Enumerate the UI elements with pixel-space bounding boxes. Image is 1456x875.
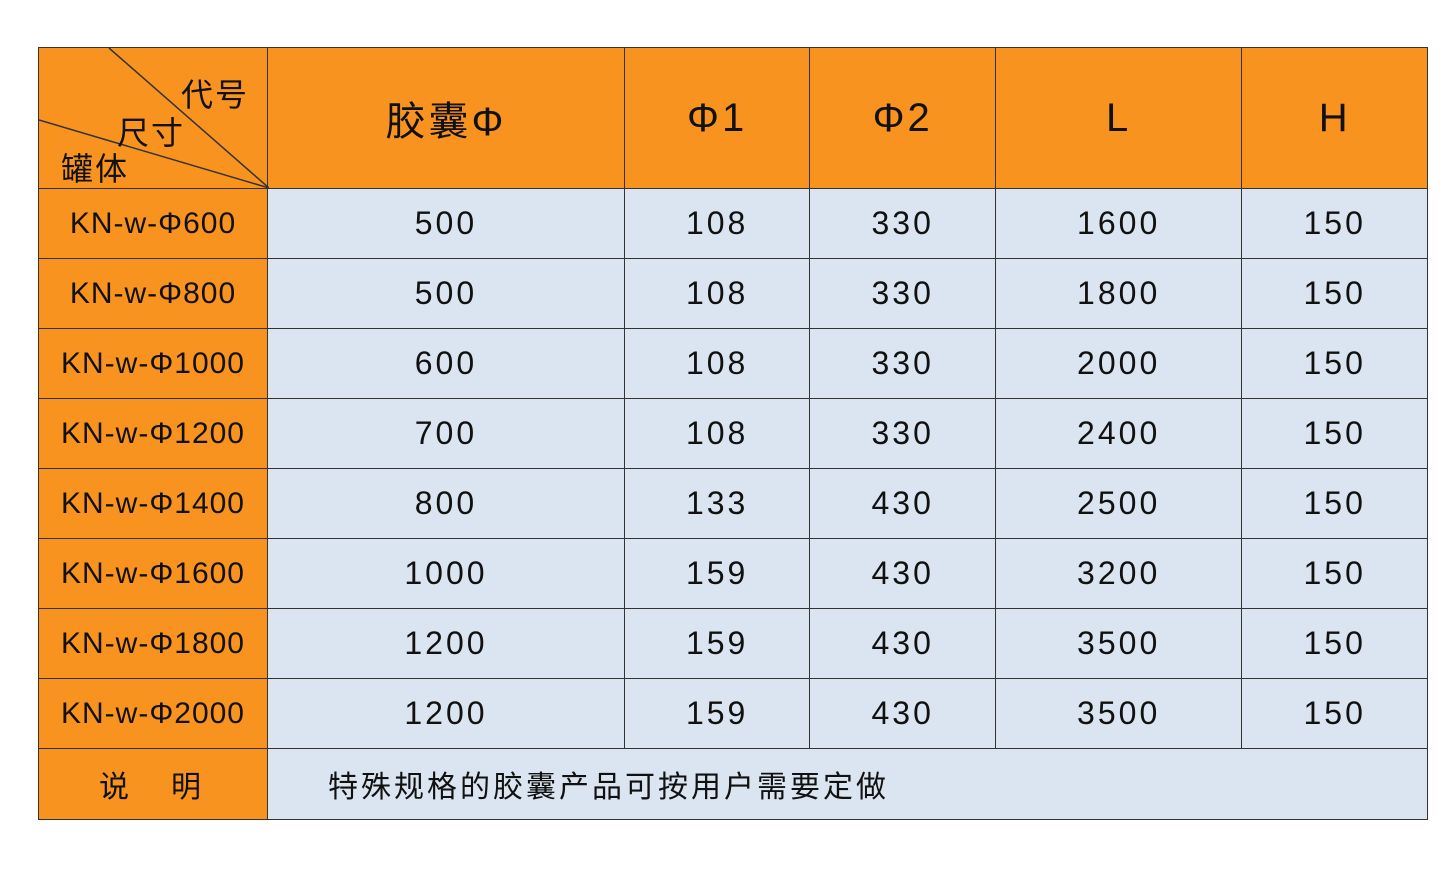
- row-model: KN-w-Φ2000: [38, 678, 268, 749]
- table-cell: 330: [809, 328, 996, 399]
- table-cell: 2000: [994, 328, 1243, 399]
- table-cell: 1200: [267, 608, 625, 679]
- table-cell: 700: [267, 398, 625, 469]
- table-cell: 500: [267, 188, 625, 259]
- header-row: 代号 尺寸 罐体 胶囊Φ Φ1 Φ2 L H: [38, 47, 1428, 189]
- table-cell: 133: [623, 468, 811, 539]
- row-model: KN-w-Φ1200: [38, 398, 268, 469]
- column-header: L: [994, 47, 1243, 189]
- table-row: KN-w-Φ600 500 108 330 1600 150: [38, 188, 1428, 259]
- table-cell: 2400: [994, 398, 1243, 469]
- table-cell: 108: [623, 188, 811, 259]
- column-header: H: [1241, 47, 1428, 189]
- table-cell: 430: [809, 678, 996, 749]
- table-cell: 150: [1241, 468, 1428, 539]
- table-cell: 600: [267, 328, 625, 399]
- table-cell: 150: [1241, 678, 1428, 749]
- table-row: KN-w-Φ1600 1000 159 430 3200 150: [38, 538, 1428, 609]
- table-cell: 150: [1241, 398, 1428, 469]
- table-row: KN-w-Φ2000 1200 159 430 3500 150: [38, 678, 1428, 749]
- table-row: KN-w-Φ1800 1200 159 430 3500 150: [38, 608, 1428, 679]
- table-cell: 330: [809, 258, 996, 329]
- table-cell: 330: [809, 188, 996, 259]
- table-row: KN-w-Φ1200 700 108 330 2400 150: [38, 398, 1428, 469]
- table-cell: 1000: [267, 538, 625, 609]
- table-cell: 150: [1241, 538, 1428, 609]
- table-cell: 3500: [994, 678, 1243, 749]
- corner-size-label: 尺寸: [117, 115, 186, 151]
- table-cell: 159: [623, 678, 811, 749]
- corner-code-label: 代号: [180, 77, 249, 113]
- note-label: 说 明: [38, 748, 268, 820]
- row-model: KN-w-Φ800: [38, 258, 268, 329]
- table-row: KN-w-Φ1400 800 133 430 2500 150: [38, 468, 1428, 539]
- table-cell: 1200: [267, 678, 625, 749]
- table-cell: 430: [809, 538, 996, 609]
- table-cell: 150: [1241, 608, 1428, 679]
- column-header: Φ2: [809, 47, 996, 189]
- column-header: 胶囊Φ: [267, 47, 625, 189]
- table-cell: 108: [623, 258, 811, 329]
- table-cell: 108: [623, 328, 811, 399]
- table-cell: 108: [623, 398, 811, 469]
- row-model: KN-w-Φ1400: [38, 468, 268, 539]
- table-cell: 330: [809, 398, 996, 469]
- table-cell: 430: [809, 468, 996, 539]
- row-model: KN-w-Φ1600: [38, 538, 268, 609]
- table-cell: 159: [623, 608, 811, 679]
- table-cell: 1800: [994, 258, 1243, 329]
- table-cell: 1600: [994, 188, 1243, 259]
- table-cell: 3500: [994, 608, 1243, 679]
- table-cell: 150: [1241, 328, 1428, 399]
- table-cell: 150: [1241, 258, 1428, 329]
- column-header: Φ1: [623, 47, 811, 189]
- row-model: KN-w-Φ600: [38, 188, 268, 259]
- corner-header-cell: 代号 尺寸 罐体: [38, 47, 269, 189]
- table-cell: 159: [623, 538, 811, 609]
- table-cell: 3200: [994, 538, 1243, 609]
- table-cell: 150: [1241, 188, 1428, 259]
- table-cell: 2500: [994, 468, 1243, 539]
- row-model: KN-w-Φ1000: [38, 328, 268, 399]
- table-row: KN-w-Φ800 500 108 330 1800 150: [38, 258, 1428, 329]
- note-row: 说 明 特殊规格的胶囊产品可按用户需要定做: [38, 748, 1428, 820]
- table-cell: 500: [267, 258, 625, 329]
- spec-table: 代号 尺寸 罐体 胶囊Φ Φ1 Φ2 L H KN-w-Φ600 500 108 33…: [38, 47, 1428, 820]
- table-row: KN-w-Φ1000 600 108 330 2000 150: [38, 328, 1428, 399]
- row-model: KN-w-Φ1800: [38, 608, 268, 679]
- diagonal-lines: [39, 48, 269, 188]
- corner-tank-label: 罐体: [61, 151, 130, 187]
- table-cell: 800: [267, 468, 625, 539]
- note-text: 特殊规格的胶囊产品可按用户需要定做: [267, 748, 1428, 820]
- table-cell: 430: [809, 608, 996, 679]
